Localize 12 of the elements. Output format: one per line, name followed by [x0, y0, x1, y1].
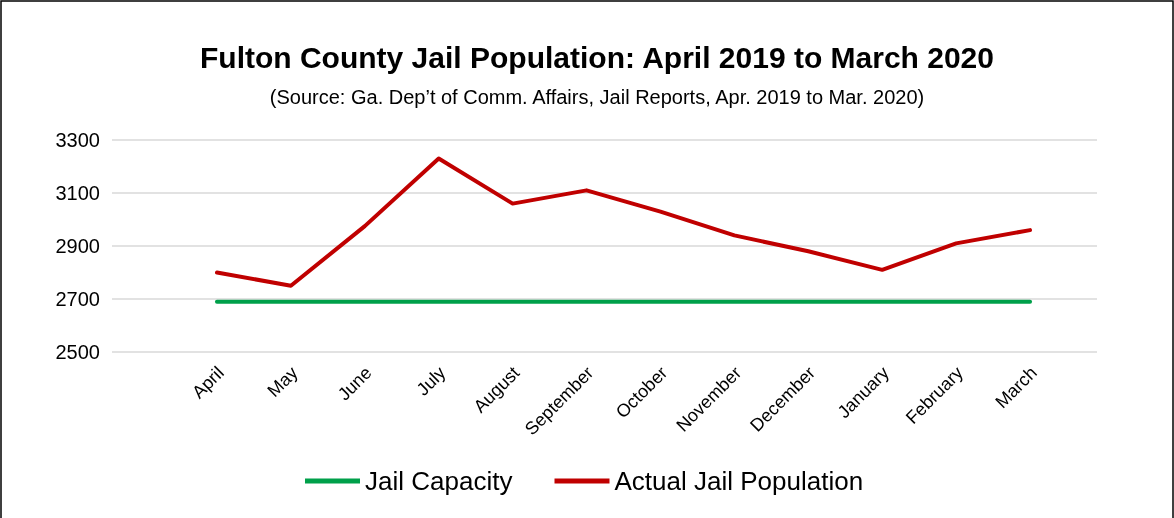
y-tick-label: 2700: [55, 288, 100, 310]
legend-label: Actual Jail Population: [614, 466, 864, 497]
y-tick-label: 2500: [55, 341, 100, 363]
chart-title: Fulton County Jail Population: April 2019 to March 2020: [199, 41, 995, 74]
y-tick-label: 3100: [55, 182, 100, 204]
x-tick-label: July: [412, 362, 450, 400]
y-tick-label: 2900: [55, 235, 100, 257]
line-series: [214, 156, 1033, 288]
legend-label: Jail Capacity: [365, 466, 513, 497]
y-tick-label: 3300: [55, 129, 100, 151]
chart-subtitle: (Source: Ga. Dep’t of Comm. Affairs, Jail Reports, Apr. 2019 to Mar. 2020): [269, 86, 925, 108]
x-tick-label: May: [263, 362, 302, 401]
